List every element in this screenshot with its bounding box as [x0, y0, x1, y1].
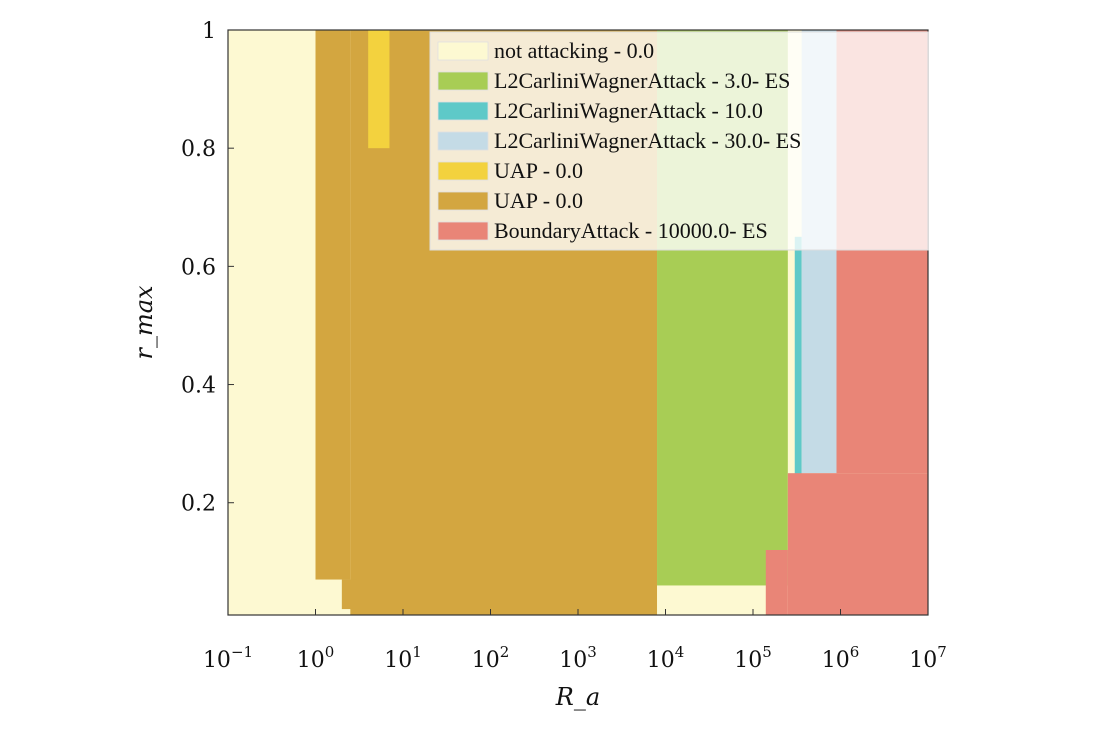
legend-swatch	[437, 131, 489, 151]
y-tick-label: 1	[202, 19, 216, 44]
legend-swatch	[437, 161, 489, 181]
x-axis-label: R_a	[555, 683, 600, 711]
region-10	[765, 550, 788, 615]
legend-swatch	[437, 71, 489, 91]
legend-item: L2CarliniWagnerAttack - 10.0	[437, 98, 763, 123]
legend-label: UAP - 0.0	[494, 158, 583, 183]
region-2	[315, 30, 351, 580]
y-axis: 0.2 0.4 0.6 0.8 1	[181, 19, 234, 517]
region-8	[787, 473, 928, 615]
x-tick-label: 106	[822, 643, 860, 673]
legend-item: L2CarliniWagnerAttack - 3.0- ES	[437, 68, 790, 93]
legend-item: UAP - 0.0	[437, 188, 583, 213]
y-tick-label: 0.8	[181, 137, 216, 162]
legend-item: not attacking - 0.0	[437, 38, 654, 63]
x-tick-label: 10−1	[203, 643, 253, 673]
region-3	[341, 579, 358, 610]
legend-label: UAP - 0.0	[494, 188, 583, 213]
y-tick-label: 0.4	[181, 374, 216, 399]
legend-label: L2CarliniWagnerAttack - 3.0- ES	[494, 68, 790, 93]
legend: not attacking - 0.0 L2CarliniWagnerAttack…	[429, 31, 929, 251]
x-tick-label: 100	[297, 643, 335, 673]
x-tick-label: 103	[559, 643, 597, 673]
region-4	[368, 30, 390, 149]
legend-item: L2CarliniWagnerAttack - 30.0- ES	[437, 128, 801, 153]
legend-label: L2CarliniWagnerAttack - 30.0- ES	[494, 128, 801, 153]
y-tick-label: 0.2	[181, 492, 216, 517]
y-tick-label: 0.6	[181, 255, 216, 280]
x-tick-label: 102	[472, 643, 510, 673]
region-6	[794, 236, 802, 503]
legend-swatch	[437, 101, 489, 121]
y-axis-label: r_max	[130, 285, 158, 360]
legend-item: UAP - 0.0	[437, 158, 583, 183]
legend-label: L2CarliniWagnerAttack - 10.0	[494, 98, 763, 123]
legend-label: not attacking - 0.0	[494, 38, 654, 63]
x-tick-label: 107	[909, 643, 947, 673]
x-tick-label: 105	[734, 643, 772, 673]
legend-swatch	[437, 41, 489, 61]
legend-swatch	[437, 191, 489, 211]
legend-box	[429, 31, 929, 251]
legend-label: BoundaryAttack - 10000.0- ES	[494, 218, 768, 243]
x-tick-label: 104	[647, 643, 685, 673]
legend-item: BoundaryAttack - 10000.0- ES	[437, 218, 768, 243]
legend-swatch	[437, 221, 489, 241]
x-tick-label: 101	[384, 643, 422, 673]
x-axis: 10−1 100 101 102 103 104 105 106 107	[203, 609, 947, 673]
